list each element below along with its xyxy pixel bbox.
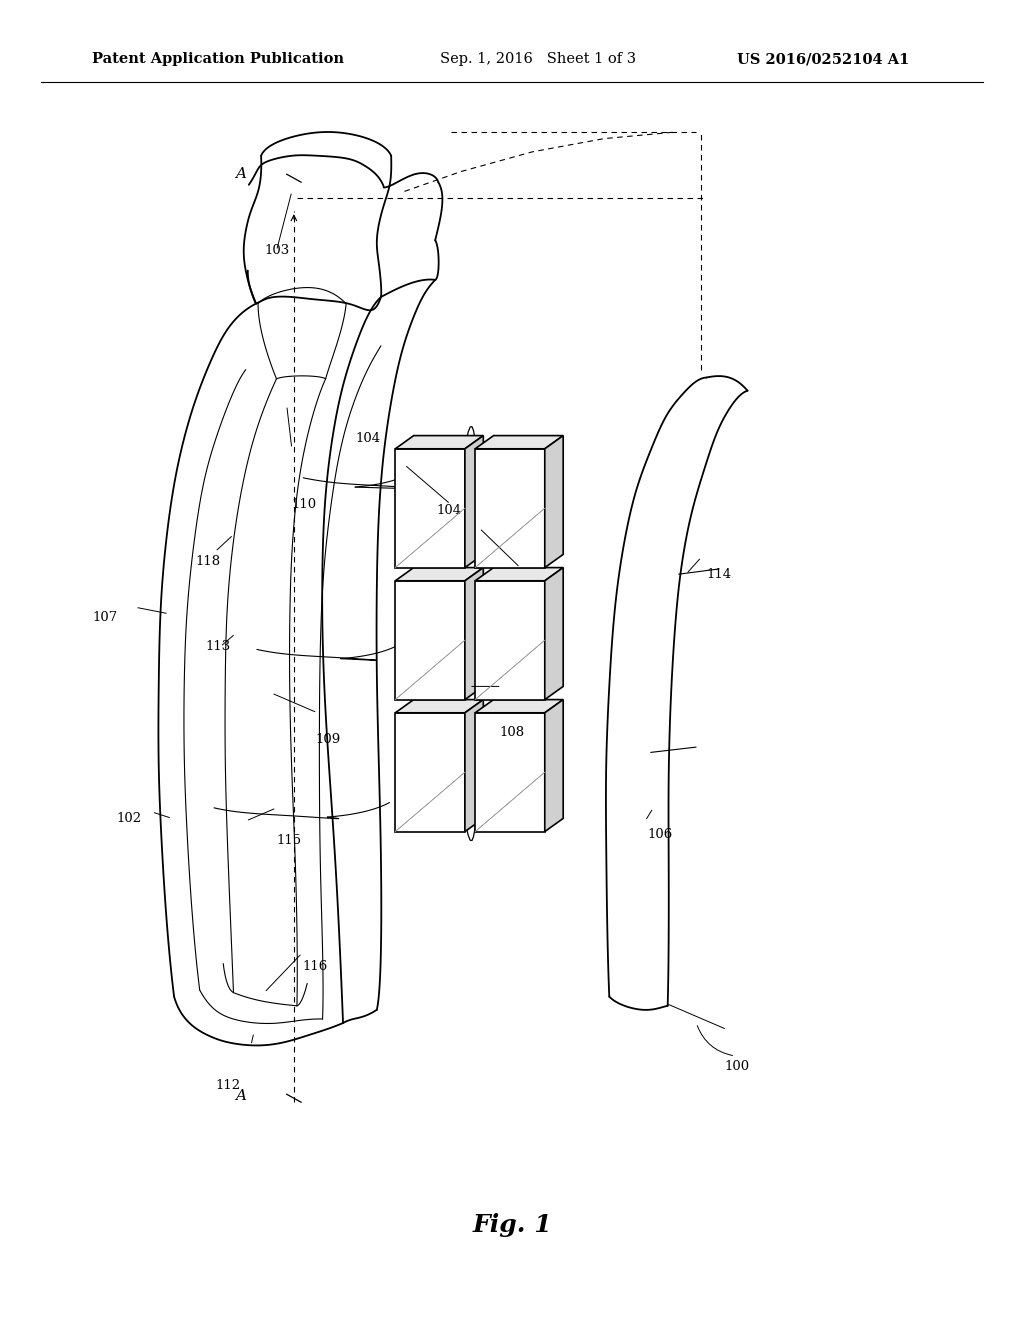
Polygon shape: [475, 436, 563, 449]
Text: 113: 113: [205, 640, 230, 653]
Text: 102: 102: [116, 812, 141, 825]
Polygon shape: [475, 581, 545, 700]
Text: A: A: [236, 1089, 246, 1102]
Polygon shape: [465, 700, 483, 832]
Text: 116: 116: [302, 960, 328, 973]
Text: 114: 114: [707, 568, 732, 581]
Polygon shape: [395, 449, 465, 568]
Text: 100: 100: [725, 1060, 750, 1073]
Polygon shape: [395, 436, 483, 449]
Polygon shape: [475, 700, 563, 713]
Polygon shape: [395, 713, 465, 832]
Text: 109: 109: [315, 733, 341, 746]
Polygon shape: [465, 436, 483, 568]
Polygon shape: [395, 700, 483, 713]
Text: 118: 118: [195, 554, 220, 568]
Text: A: A: [236, 168, 246, 181]
Polygon shape: [475, 449, 545, 568]
Text: Fig. 1: Fig. 1: [472, 1213, 552, 1237]
Text: 110: 110: [292, 498, 317, 511]
Polygon shape: [545, 436, 563, 568]
Text: 112: 112: [215, 1078, 241, 1092]
Text: 107: 107: [92, 611, 118, 624]
Text: US 2016/0252104 A1: US 2016/0252104 A1: [737, 53, 909, 66]
Polygon shape: [475, 568, 563, 581]
Polygon shape: [475, 713, 545, 832]
Text: 103: 103: [264, 244, 290, 257]
Text: 106: 106: [647, 828, 673, 841]
Text: Sep. 1, 2016   Sheet 1 of 3: Sep. 1, 2016 Sheet 1 of 3: [440, 53, 637, 66]
Polygon shape: [545, 700, 563, 832]
Polygon shape: [545, 568, 563, 700]
Polygon shape: [395, 581, 465, 700]
Text: 104: 104: [355, 432, 381, 445]
Polygon shape: [465, 568, 483, 700]
Polygon shape: [395, 568, 483, 581]
Text: Patent Application Publication: Patent Application Publication: [92, 53, 344, 66]
Text: 108: 108: [500, 726, 525, 739]
Text: 115: 115: [276, 834, 302, 847]
Text: 104: 104: [436, 504, 462, 517]
